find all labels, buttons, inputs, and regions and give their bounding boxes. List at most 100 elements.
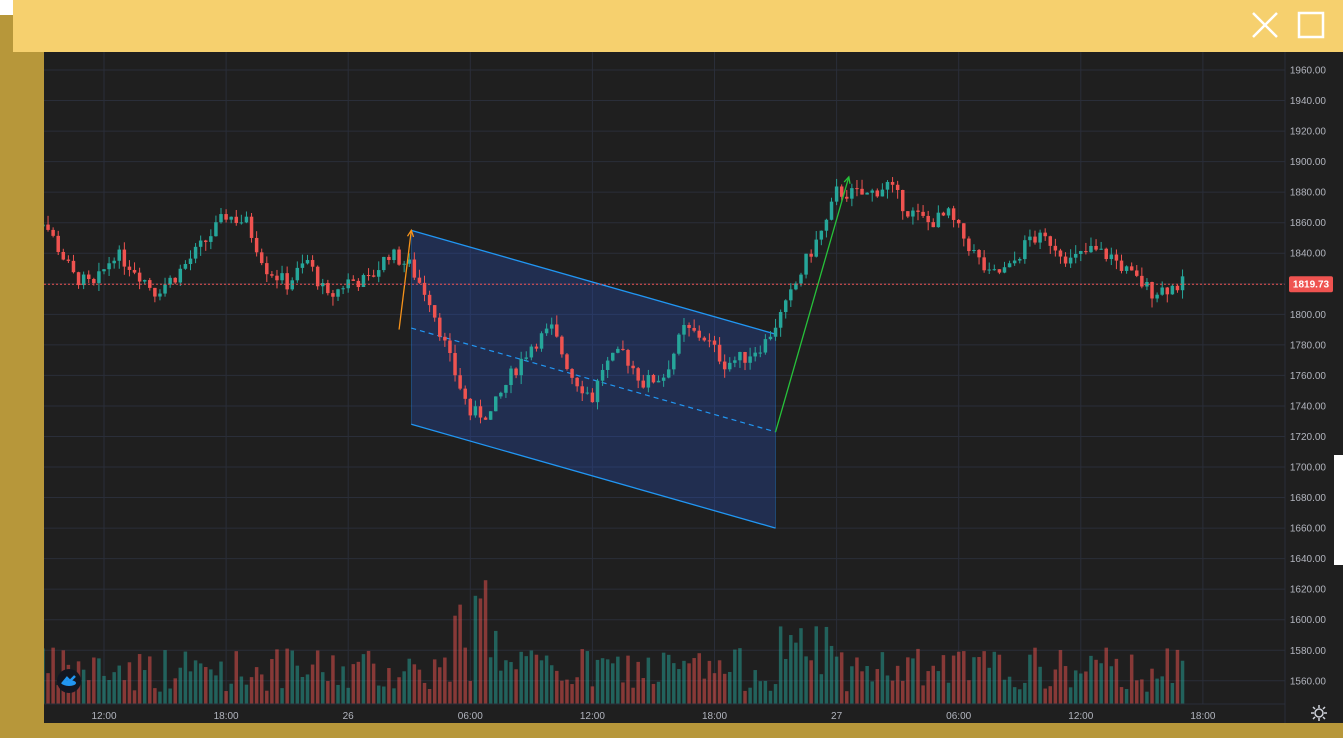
volume-bar — [132, 690, 137, 704]
x-tick-label: 06:00 — [946, 711, 971, 722]
candle-body — [631, 365, 635, 369]
volume-bar — [656, 681, 661, 704]
chart-area[interactable]: 1960.00 1940.00 1920.00 1900.00 1880.00 1860.… — [20, 52, 1343, 723]
volume-bar — [839, 652, 844, 704]
top-bar — [13, 0, 1343, 52]
volume-bar — [209, 669, 213, 704]
candle-body — [254, 237, 259, 253]
close-icon[interactable] — [1250, 10, 1280, 40]
maximize-icon[interactable] — [1296, 10, 1326, 40]
volume-bar — [855, 657, 859, 704]
volume-bar — [697, 653, 701, 704]
volume-bar — [122, 680, 127, 704]
volume-bar — [336, 684, 340, 704]
candle-body — [956, 219, 961, 224]
candle-body — [1012, 260, 1017, 264]
candle-body — [778, 312, 783, 328]
candle-body — [331, 293, 335, 297]
volume-bar — [422, 682, 427, 704]
candle-body — [1175, 285, 1180, 291]
volume-bar — [544, 655, 549, 704]
last-price-badge — [1289, 276, 1333, 293]
volume-bar — [580, 649, 584, 704]
candle-body — [895, 184, 900, 190]
candle-body — [544, 328, 549, 334]
candle-body — [1109, 254, 1114, 260]
volume-bar — [748, 687, 752, 704]
volume-bar — [361, 654, 366, 704]
volume-bar — [997, 654, 1002, 704]
candle-body — [900, 189, 905, 212]
candle-body — [743, 352, 747, 363]
y-tick-label: 1600.00 — [1290, 615, 1327, 626]
volume-bar — [789, 635, 793, 704]
candle-body — [41, 224, 45, 227]
candle-body — [173, 277, 177, 283]
candle-body — [1073, 254, 1078, 258]
volume-bar — [376, 685, 381, 704]
candle-body — [834, 186, 839, 202]
volume-bar — [814, 626, 818, 704]
volume-bar — [183, 651, 188, 704]
candle-body — [509, 368, 513, 386]
volume-bar — [1063, 666, 1068, 704]
volume-bar — [900, 680, 905, 704]
candle-body — [417, 277, 422, 283]
candle-body — [855, 188, 859, 190]
candle-body — [224, 214, 228, 220]
candle-body — [112, 260, 116, 264]
volume-bar — [1180, 660, 1185, 704]
volume-bar — [86, 680, 91, 704]
volume-bar — [326, 681, 330, 704]
candlestick-chart[interactable]: 1960.00 1940.00 1920.00 1900.00 1880.00 1860.… — [20, 52, 1343, 723]
candle-body — [107, 263, 111, 270]
volume-bar — [646, 657, 651, 704]
volume-bar — [112, 672, 116, 704]
volume-bar — [244, 684, 249, 704]
volume-bar — [885, 675, 890, 704]
volume-bar — [1150, 668, 1154, 704]
volume-bar — [259, 674, 264, 704]
candle-body — [427, 294, 432, 306]
candle-body — [1028, 236, 1032, 241]
volume-bar — [514, 669, 518, 704]
candle-body — [382, 256, 386, 271]
candle-body — [458, 375, 462, 389]
candle-body — [972, 249, 976, 252]
volume-bar — [636, 661, 640, 704]
tradingview-logo-icon[interactable] — [57, 669, 81, 693]
candle-body — [341, 288, 345, 290]
volume-bar — [743, 690, 747, 704]
volume-bar — [967, 680, 971, 704]
candle-body — [814, 239, 818, 257]
candle-body — [280, 273, 284, 281]
channel-upper-line — [411, 229, 776, 335]
volume-bar — [962, 651, 966, 704]
y-tick-label: 1780.00 — [1290, 340, 1327, 351]
x-tick-label: 12:00 — [1068, 711, 1093, 722]
candle-body — [290, 280, 294, 290]
candle-body — [616, 348, 620, 353]
candle-body — [1135, 270, 1139, 276]
volume-bar — [687, 663, 691, 704]
candle-body — [936, 212, 941, 228]
volume-bar — [71, 681, 76, 704]
candle-body — [366, 275, 371, 277]
volume-bar — [758, 681, 763, 704]
candle-body — [1155, 294, 1159, 299]
y-tick-label: 1620.00 — [1290, 585, 1327, 596]
volume-bar — [219, 661, 223, 704]
candle-body — [326, 283, 330, 294]
y-tick-label: 1640.00 — [1290, 554, 1327, 565]
candle-body — [1079, 251, 1083, 255]
volume-bar — [605, 659, 610, 704]
volume-bar — [728, 671, 732, 704]
candle-body — [204, 240, 208, 242]
candle-body — [1099, 248, 1103, 250]
y-tick-label: 1920.00 — [1290, 127, 1327, 138]
volume-bar — [56, 685, 60, 704]
candle-body — [661, 377, 666, 381]
gear-icon[interactable] — [1310, 704, 1328, 722]
volume-bar — [824, 626, 829, 704]
candle-body — [270, 274, 274, 276]
